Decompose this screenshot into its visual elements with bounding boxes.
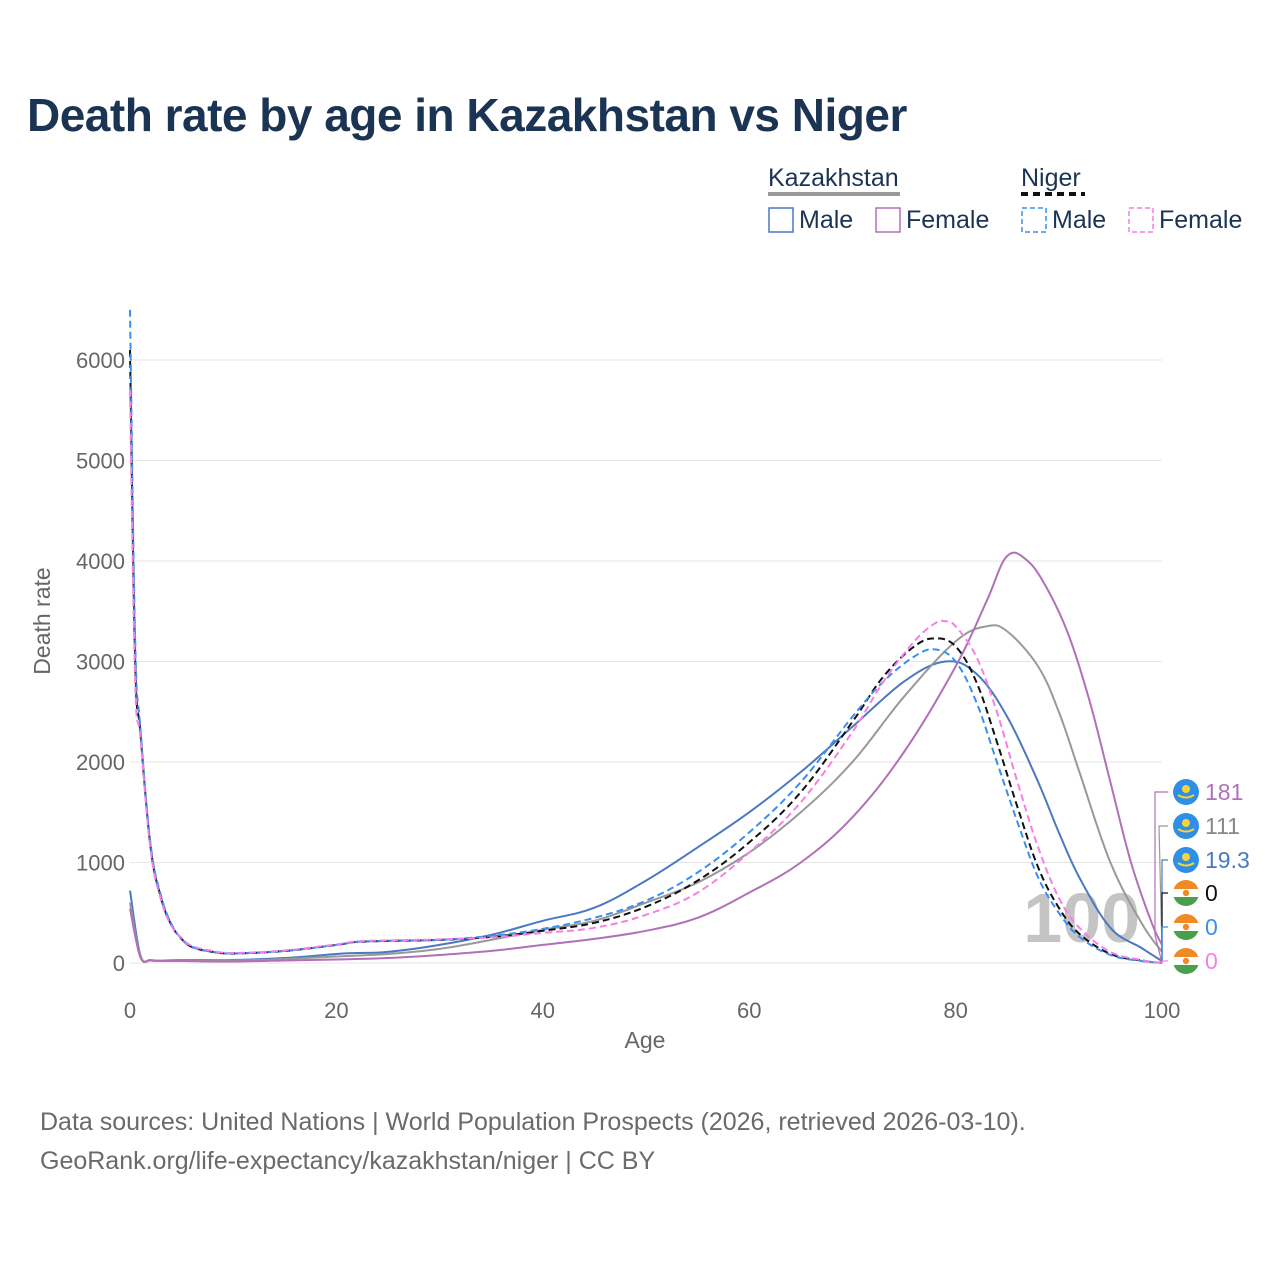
x-tick-label: 100: [1144, 998, 1181, 1023]
legend-group-niger: Niger: [1021, 164, 1081, 192]
end-label-value: 0: [1205, 914, 1218, 940]
x-tick-label: 40: [531, 998, 555, 1023]
x-axis-ticks: 0 20 40 60 80 100: [124, 998, 1180, 1023]
connector-niger-male: [1161, 926, 1168, 963]
page-title: Death rate by age in Kazakhstan vs Niger: [27, 89, 907, 141]
niger-flag-icon: [1173, 948, 1199, 974]
x-axis-title: Age: [625, 1027, 666, 1053]
legend-kazakhstan-male-label[interactable]: Male: [799, 206, 853, 234]
connector-kazakhstan-male: [1161, 859, 1168, 961]
legend-kazakhstan-male-swatch[interactable]: [768, 207, 794, 233]
end-label-value: 0: [1205, 880, 1218, 906]
y-axis-ticks: 0 1000 2000 3000 4000 5000 6000: [76, 348, 125, 976]
series-line-niger-male[interactable]: [129, 309, 1163, 964]
end-labels: 181 111 19.3 0 0 0: [1154, 779, 1250, 974]
connector-niger-both: [1161, 892, 1168, 963]
series-lines: [129, 309, 1163, 964]
series-line-niger-both[interactable]: [129, 349, 1163, 964]
series-line-kazakhstan-male[interactable]: [129, 660, 1163, 963]
end-label-value: 0: [1205, 948, 1218, 974]
legend: Kazakhstan Male Female Niger Male Female: [768, 164, 1242, 234]
legend-kazakhstan-female-swatch[interactable]: [875, 207, 901, 233]
source-line-2: GeoRank.org/life-expectancy/kazakhstan/n…: [40, 1147, 656, 1175]
end-label-value: 181: [1205, 779, 1243, 805]
y-axis-title: Death rate: [29, 567, 55, 674]
x-tick-label: 20: [324, 998, 348, 1023]
legend-niger-female-swatch[interactable]: [1128, 207, 1154, 233]
kazakhstan-flag-icon: [1173, 813, 1199, 839]
end-label-value: 111: [1205, 813, 1240, 839]
x-tick-label: 60: [737, 998, 761, 1023]
legend-niger-male-label[interactable]: Male: [1052, 206, 1106, 234]
gridlines: [130, 359, 1162, 964]
niger-flag-icon: [1173, 880, 1199, 906]
connector-kazakhstan-female: [1154, 791, 1168, 964]
legend-niger-female-label[interactable]: Female: [1159, 206, 1242, 234]
series-line-niger-female[interactable]: [129, 390, 1163, 964]
end-label-value: 19.3: [1205, 847, 1250, 873]
kazakhstan-flag-icon: [1173, 779, 1199, 805]
legend-niger-male-swatch[interactable]: [1021, 207, 1047, 233]
legend-kazakhstan-female-label[interactable]: Female: [906, 206, 989, 234]
series-line-kazakhstan-female[interactable]: [129, 551, 1163, 964]
source-line-1: Data sources: United Nations | World Pop…: [40, 1108, 1026, 1136]
kazakhstan-flag-icon: [1173, 847, 1199, 873]
connector-niger-female: [1161, 960, 1168, 963]
connector-kazakhstan-both: [1158, 825, 1168, 953]
y-tick-label: 0: [113, 951, 125, 976]
year-watermark: 100: [1023, 879, 1140, 957]
y-tick-label: 4000: [76, 549, 125, 574]
y-tick-label: 1000: [76, 851, 125, 876]
legend-group-kazakhstan: Kazakhstan: [768, 164, 899, 192]
x-tick-label: 0: [124, 998, 136, 1023]
niger-flag-icon: [1173, 914, 1199, 940]
y-tick-label: 5000: [76, 449, 125, 474]
y-tick-label: 6000: [76, 348, 125, 373]
y-tick-label: 2000: [76, 750, 125, 775]
x-tick-label: 80: [943, 998, 967, 1023]
y-tick-label: 3000: [76, 650, 125, 675]
